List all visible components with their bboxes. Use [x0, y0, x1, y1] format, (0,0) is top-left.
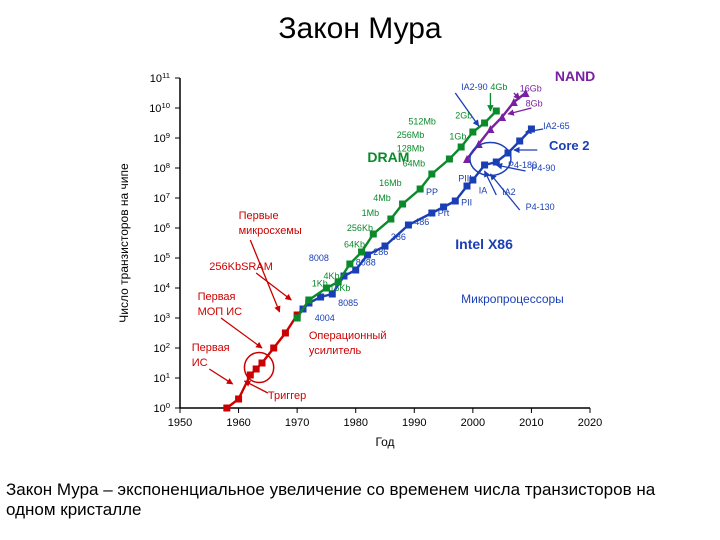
svg-text:109: 109	[153, 131, 170, 146]
svg-text:105: 105	[153, 251, 170, 266]
svg-text:256Mb: 256Mb	[397, 130, 425, 140]
svg-text:IA2-65: IA2-65	[543, 121, 570, 131]
svg-text:386: 386	[391, 232, 406, 242]
page-title: Закон Мура	[0, 12, 720, 46]
svg-text:2020: 2020	[578, 417, 602, 429]
svg-text:ИС: ИС	[192, 357, 208, 369]
svg-text:1010: 1010	[149, 101, 170, 116]
svg-text:1Gb: 1Gb	[449, 132, 466, 142]
svg-text:Операционный: Операционный	[309, 330, 387, 342]
svg-text:Intel X86: Intel X86	[455, 236, 513, 252]
svg-text:107: 107	[153, 191, 170, 206]
svg-text:16Mb: 16Mb	[379, 178, 402, 188]
svg-text:1990: 1990	[402, 417, 426, 429]
svg-text:100: 100	[153, 401, 170, 416]
svg-text:486: 486	[414, 217, 429, 227]
svg-text:256Kb: 256Kb	[347, 223, 373, 233]
svg-text:8085: 8085	[338, 298, 358, 308]
svg-text:16Gb: 16Gb	[520, 84, 542, 94]
svg-text:IA2: IA2	[502, 187, 516, 197]
svg-text:Первая: Первая	[192, 342, 230, 354]
svg-text:286: 286	[373, 247, 388, 257]
svg-text:256KbSRAM: 256KbSRAM	[209, 261, 273, 273]
caption: Закон Мура – экспоненциальное увеличение…	[6, 480, 706, 520]
svg-text:P4-180: P4-180	[508, 160, 537, 170]
svg-text:Триггер: Триггер	[268, 390, 306, 402]
svg-text:4Mb: 4Mb	[373, 193, 391, 203]
svg-text:1Mb: 1Mb	[362, 208, 380, 218]
svg-text:PP: PP	[426, 187, 438, 197]
title-text: Закон Мура	[278, 12, 441, 45]
svg-text:1011: 1011	[150, 71, 170, 86]
svg-text:PII: PII	[461, 198, 472, 208]
svg-text:4Gb: 4Gb	[490, 82, 507, 92]
svg-text:NAND: NAND	[555, 68, 595, 84]
svg-text:104: 104	[153, 281, 170, 296]
svg-text:МОП ИС: МОП ИС	[198, 306, 243, 318]
svg-text:2Gb: 2Gb	[455, 111, 472, 121]
svg-text:8088: 8088	[356, 258, 376, 268]
svg-text:64Mb: 64Mb	[403, 159, 426, 169]
svg-text:IA: IA	[479, 186, 488, 196]
moores-law-chart: 1950 1960 1970 1980 1990 2000 2010 2020 100 101 10…	[110, 60, 610, 460]
svg-text:PIII: PIII	[458, 174, 472, 184]
svg-text:101: 101	[153, 371, 170, 386]
svg-text:103: 103	[153, 311, 170, 326]
svg-text:1960: 1960	[226, 417, 250, 429]
svg-text:Год: Год	[375, 435, 394, 449]
svg-text:Первые: Первые	[239, 210, 279, 222]
chart-svg: 1950 1960 1970 1980 1990 2000 2010 2020 100 101 10…	[110, 60, 610, 460]
svg-text:2000: 2000	[461, 417, 485, 429]
svg-text:64Kb: 64Kb	[344, 240, 365, 250]
svg-text:108: 108	[153, 161, 170, 176]
svg-text:P4-130: P4-130	[526, 202, 555, 212]
svg-text:4Kb: 4Kb	[324, 271, 340, 281]
svg-text:Prt: Prt	[438, 208, 450, 218]
svg-text:8Gb: 8Gb	[526, 99, 543, 109]
svg-text:16Kb: 16Kb	[329, 283, 350, 293]
svg-text:128Mb: 128Mb	[397, 144, 425, 154]
caption-text: Закон Мура – экспоненциальное увеличение…	[6, 480, 655, 519]
svg-text:4004: 4004	[315, 313, 335, 323]
svg-text:8008: 8008	[309, 253, 329, 263]
svg-text:микросхемы: микросхемы	[239, 225, 302, 237]
svg-text:Число транзисторов на чипе: Число транзисторов на чипе	[117, 163, 131, 323]
svg-text:102: 102	[153, 341, 170, 356]
svg-text:1980: 1980	[343, 417, 367, 429]
svg-text:Микропроцессоры: Микропроцессоры	[461, 292, 564, 306]
svg-text:IA2-90: IA2-90	[461, 82, 488, 92]
svg-text:2010: 2010	[519, 417, 543, 429]
svg-text:1970: 1970	[285, 417, 309, 429]
svg-text:усилитель: усилитель	[309, 345, 362, 357]
svg-text:Первая: Первая	[198, 291, 236, 303]
svg-text:Core 2: Core 2	[549, 138, 589, 153]
svg-text:1950: 1950	[168, 417, 192, 429]
svg-text:512Mb: 512Mb	[408, 117, 436, 127]
svg-text:106: 106	[153, 221, 170, 236]
